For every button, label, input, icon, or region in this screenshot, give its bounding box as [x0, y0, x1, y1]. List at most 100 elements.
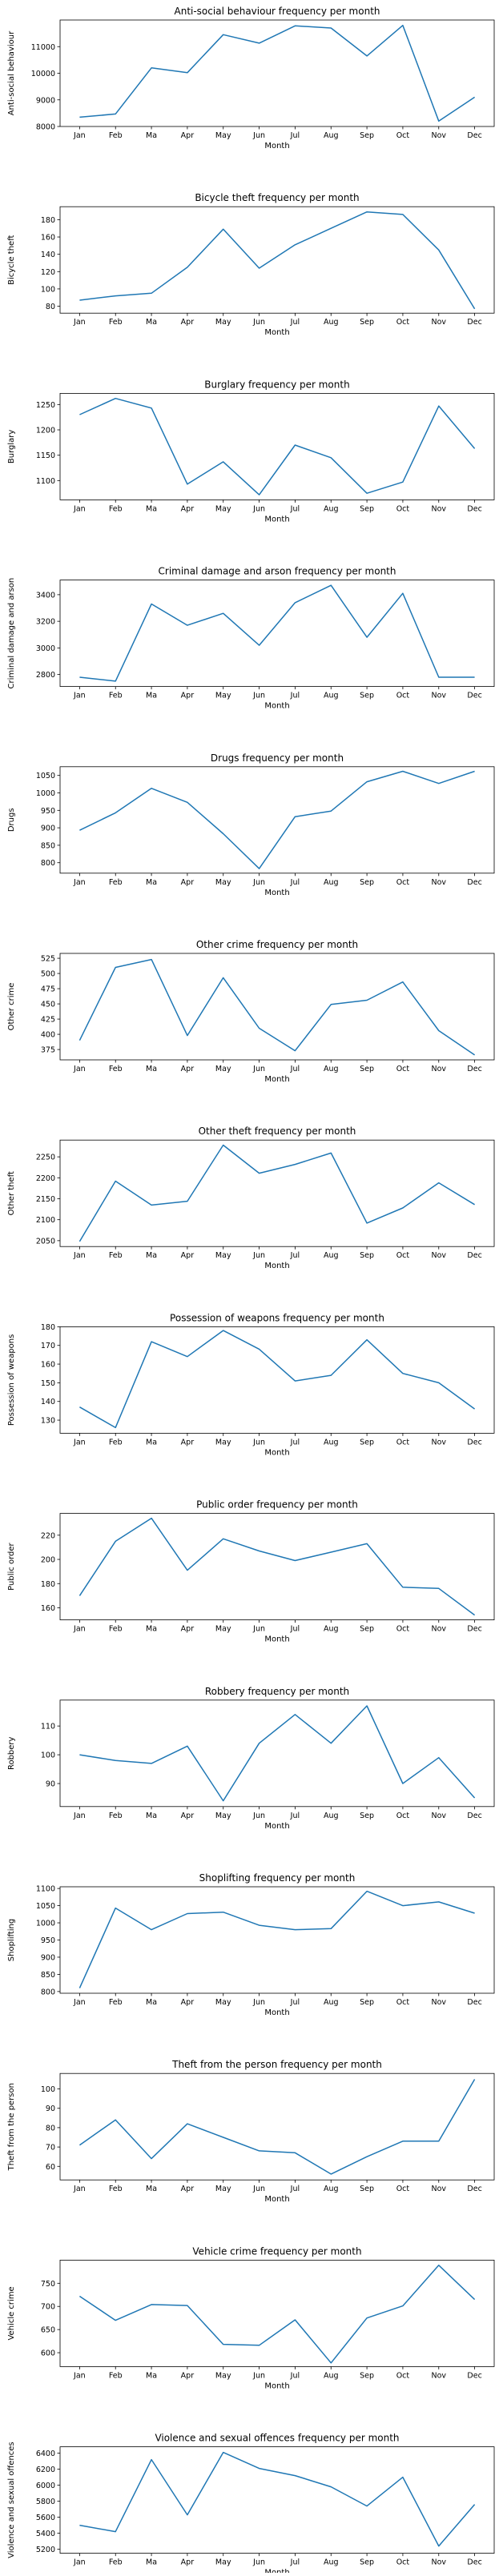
y-axis-label: Other crime — [7, 983, 16, 1031]
x-tick-label: Aug — [324, 878, 339, 887]
x-tick-label: Jun — [252, 1438, 265, 1446]
x-tick-label: Jan — [73, 1812, 86, 1820]
y-axis-label: Public order — [7, 1542, 16, 1590]
chart-11: Shoplifting frequency per month Jan Feb Ma A… — [7, 1872, 495, 2017]
y-tick-label: 130 — [41, 1417, 55, 1426]
chart-title: Other theft frequency per month — [199, 1125, 356, 1137]
y-tick-label: 900 — [41, 1953, 55, 1962]
y-tick-label: 450 — [41, 1001, 55, 1009]
x-tick-label: Nov — [431, 878, 446, 887]
x-tick-label: Jul — [290, 2371, 300, 2380]
y-tick-label: 900 — [41, 825, 55, 833]
x-axis-label: Month — [264, 1075, 289, 1084]
x-axis-label: Month — [264, 702, 289, 711]
x-tick-label: Dec — [467, 318, 481, 327]
x-tick-label: Oct — [396, 878, 410, 887]
y-tick-label: 200 — [41, 1556, 55, 1565]
chart-6: Other crime frequency per month Jan Feb Ma A… — [7, 939, 495, 1084]
x-tick-label: May — [215, 2558, 231, 2567]
axes-frame — [59, 580, 495, 687]
x-tick-label: Oct — [396, 318, 410, 327]
y-tick-label: 1050 — [36, 772, 55, 780]
x-tick-label: Sep — [360, 1625, 374, 1634]
x-tick-label: Dec — [467, 504, 481, 513]
y-tick-label: 950 — [41, 807, 55, 816]
x-tick-label: Sep — [360, 1065, 374, 1073]
y-tick-label: 6000 — [36, 2482, 55, 2490]
x-tick-label: Apr — [181, 1812, 195, 1820]
y-tick-label: 2100 — [36, 1216, 55, 1225]
x-tick-label: Ma — [146, 2558, 157, 2567]
series-line — [78, 1890, 475, 1988]
x-tick-label: Oct — [396, 2371, 410, 2380]
x-tick-label: Aug — [324, 2185, 339, 2193]
x-tick-label: Jan — [73, 1251, 86, 1260]
chart-14: Violence and sexual offences frequency p… — [7, 2433, 495, 2576]
y-tick-label: 220 — [41, 1531, 55, 1540]
x-tick-label: Apr — [181, 2371, 195, 2380]
y-tick-label: 140 — [41, 251, 55, 259]
x-axis-label: Month — [264, 2569, 289, 2573]
y-tick-label: 70 — [46, 2144, 55, 2153]
x-tick-label: Jan — [73, 504, 86, 513]
x-tick-label: Apr — [181, 2185, 195, 2193]
y-axis-label: Anti-social behaviour — [7, 30, 16, 115]
x-tick-label: Jun — [252, 2371, 265, 2380]
axes-frame — [59, 1699, 495, 1808]
x-tick-label: Jun — [252, 1251, 265, 1260]
x-tick-label: Feb — [109, 1065, 123, 1073]
x-tick-label: Feb — [109, 2185, 123, 2193]
x-tick-label: Oct — [396, 2185, 410, 2193]
x-tick-label: Jun — [252, 692, 265, 700]
x-tick-label: Sep — [360, 692, 374, 700]
chart-title: Public order frequency per month — [196, 1499, 358, 1511]
x-tick-label: Ma — [146, 2185, 157, 2193]
x-tick-label: Nov — [431, 2185, 446, 2193]
chart-9: Public order frequency per month Jan Feb Ma… — [7, 1499, 495, 1644]
y-tick-label: 1050 — [36, 1902, 55, 1911]
axes-frame — [59, 392, 495, 500]
y-tick-label: 525 — [41, 955, 55, 964]
x-tick-label: Ma — [146, 692, 157, 700]
x-tick-label: Nov — [431, 504, 446, 513]
x-tick-label: Feb — [109, 1812, 123, 1820]
x-tick-label: Ma — [146, 1251, 157, 1260]
axes-frame — [59, 2446, 495, 2554]
x-tick-label: Dec — [467, 1251, 481, 1260]
y-axis-label: Violence and sexual offences — [7, 2442, 16, 2558]
x-tick-label: Ma — [146, 1812, 157, 1820]
y-axis-label: Possession of weapons — [7, 1334, 16, 1426]
x-tick-label: Feb — [109, 1625, 123, 1634]
x-tick-label: Ma — [146, 504, 157, 513]
x-axis-label: Month — [264, 142, 289, 150]
x-tick-label: Jul — [290, 1251, 300, 1260]
x-tick-label: Oct — [396, 1438, 410, 1446]
x-tick-label: Aug — [324, 1998, 339, 2007]
x-axis-label: Month — [264, 2195, 289, 2204]
x-tick-label: Jan — [73, 2371, 86, 2380]
x-tick-label: Apr — [181, 1438, 195, 1446]
x-tick-label: Ma — [146, 1065, 157, 1073]
x-tick-label: Jun — [252, 504, 265, 513]
y-tick-label: 100 — [41, 285, 55, 294]
x-tick-label: Apr — [181, 692, 195, 700]
x-tick-label: Apr — [181, 1251, 195, 1260]
x-tick-label: Jan — [73, 2185, 86, 2193]
x-tick-label: May — [215, 1438, 231, 1446]
x-tick-label: Sep — [360, 2371, 374, 2380]
chart-title: Possession of weapons frequency per mont… — [170, 1312, 384, 1323]
x-tick-label: Jul — [290, 1812, 300, 1820]
x-tick-label: Aug — [324, 2371, 339, 2380]
x-tick-label: Oct — [396, 1998, 410, 2007]
y-tick-label: 2250 — [36, 1154, 55, 1162]
y-tick-label: 11000 — [31, 43, 55, 52]
x-tick-label: Apr — [181, 318, 195, 327]
x-tick-label: Jul — [290, 692, 300, 700]
x-tick-label: Nov — [431, 1251, 446, 1260]
chart-title: Burglary frequency per month — [204, 379, 349, 390]
x-tick-label: Jan — [73, 1625, 86, 1634]
y-tick-label: 800 — [41, 859, 55, 868]
y-tick-label: 10000 — [31, 70, 55, 78]
chart-title: Vehicle crime frequency per month — [192, 2245, 361, 2257]
y-axis-label: Criminal damage and arson — [7, 578, 16, 689]
